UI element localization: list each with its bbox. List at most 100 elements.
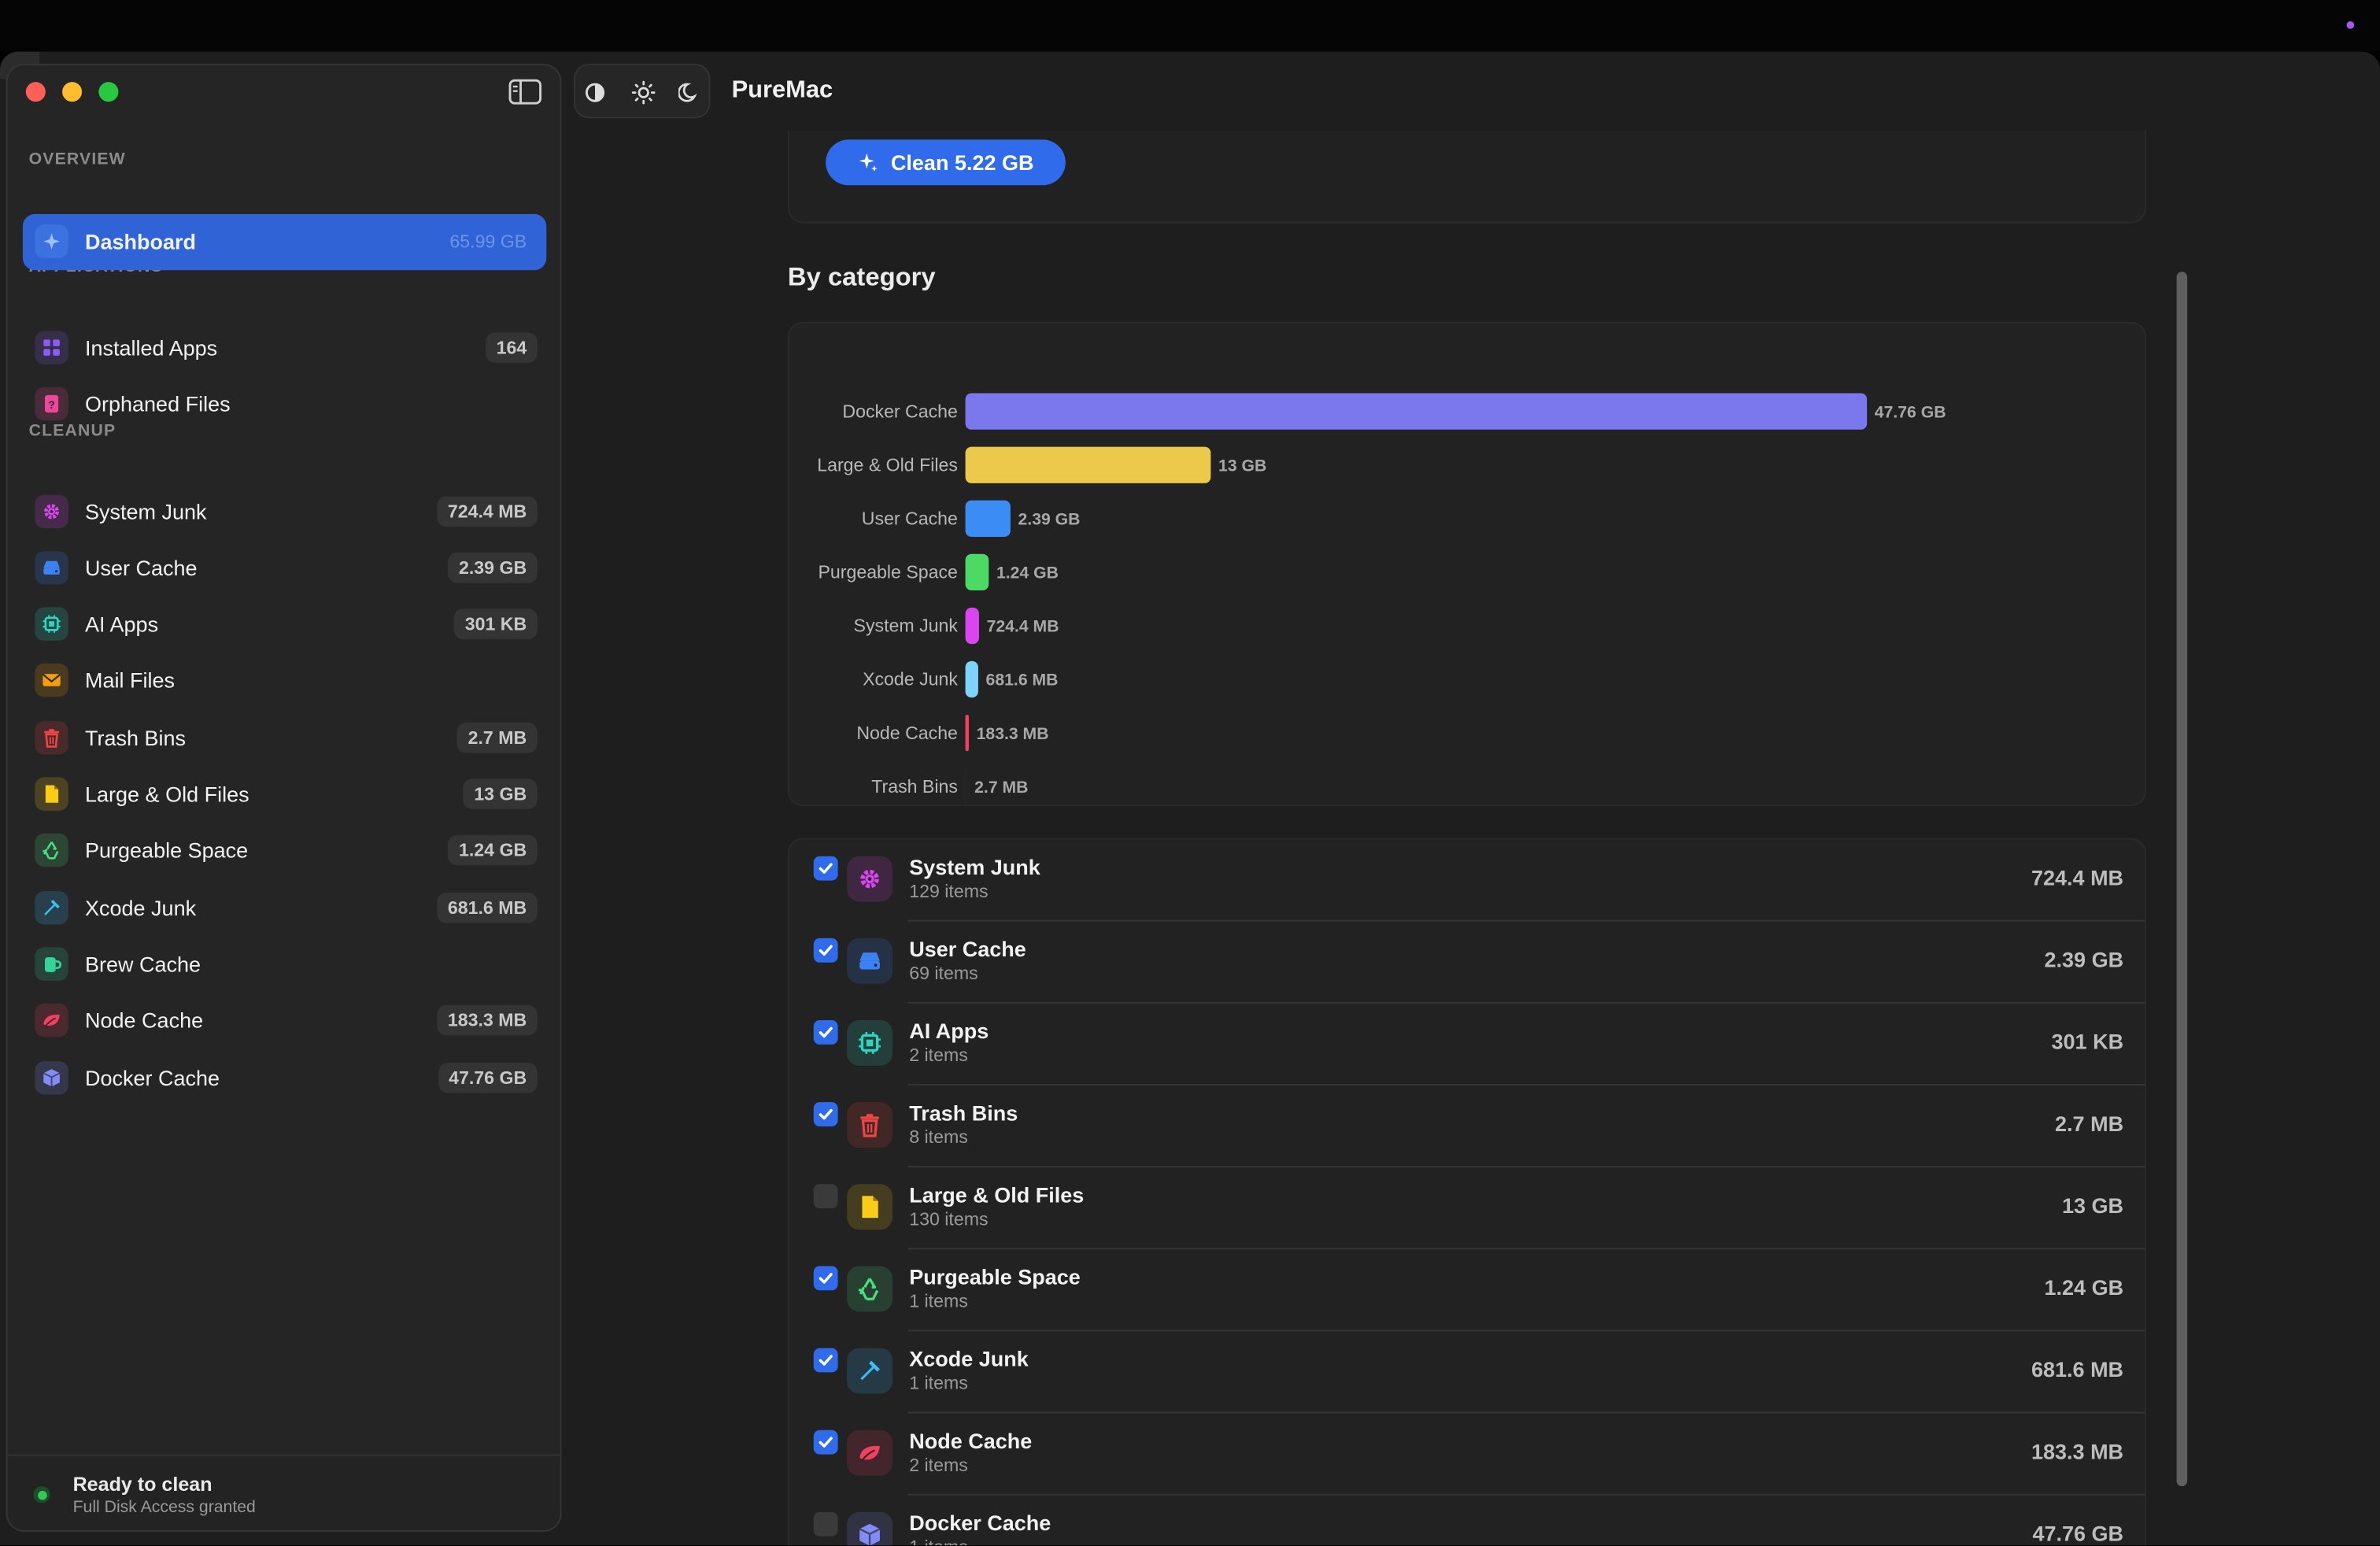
sidebar-item-purgeable-space[interactable]: Purgeable Space 1.24 GB bbox=[23, 823, 546, 878]
category-name: Node Cache bbox=[909, 1428, 1033, 1453]
sidebar-item-badge: 183.3 MB bbox=[437, 1004, 538, 1036]
sidebar-item-label: Orphaned Files bbox=[84, 391, 231, 416]
category-name: System Junk bbox=[909, 854, 1040, 879]
close-window-button[interactable] bbox=[25, 82, 46, 102]
minimize-window-button[interactable] bbox=[62, 82, 83, 102]
category-name: Trash Bins bbox=[909, 1100, 1018, 1126]
category-checkbox[interactable] bbox=[813, 1429, 838, 1455]
sidebar: OVERVIEW APPLICATIONS CLEANUP Dashboard6… bbox=[6, 63, 562, 1532]
sidebar-item-docker-cache[interactable]: Docker Cache 47.76 GB bbox=[23, 1051, 546, 1107]
sidebar-item-label: User Cache bbox=[84, 555, 198, 580]
sidebar-item-large-and-old-files[interactable]: Large & Old Files 13 GB bbox=[23, 767, 546, 823]
chart-bar bbox=[965, 393, 1868, 430]
sidebar-item-system-junk[interactable]: System Junk 724.4 MB bbox=[23, 484, 546, 540]
trash-icon bbox=[847, 1102, 893, 1148]
sidebar-item-badge: 301 KB bbox=[454, 608, 538, 639]
category-size: 2.7 MB bbox=[2055, 1111, 2124, 1136]
sidebar-item-installed-apps[interactable]: Installed Apps 164 bbox=[23, 320, 546, 376]
chart-value-label: 681.6 MB bbox=[986, 671, 1059, 690]
ready-status-icon bbox=[33, 1486, 50, 1503]
contrast-icon[interactable] bbox=[582, 79, 609, 106]
envelope-icon bbox=[35, 663, 68, 697]
drive-icon bbox=[847, 938, 893, 984]
chart-bar bbox=[965, 660, 978, 698]
category-name: Docker Cache bbox=[909, 1510, 1051, 1535]
category-item-count: 129 items bbox=[909, 880, 989, 902]
category-checkbox[interactable] bbox=[813, 1102, 838, 1126]
footer-status-subtitle: Full Disk Access granted bbox=[72, 1498, 256, 1517]
recycle-icon bbox=[35, 833, 68, 867]
category-checkbox[interactable] bbox=[813, 856, 838, 881]
category-row[interactable]: Docker Cache 1 items 47.76 GB bbox=[789, 1496, 2145, 1546]
section-title-overview: OVERVIEW bbox=[28, 150, 126, 169]
chart-value-label: 47.76 GB bbox=[1875, 403, 1946, 421]
recycle-icon bbox=[847, 1266, 893, 1312]
chip-icon bbox=[35, 607, 68, 641]
drive-icon bbox=[35, 551, 68, 585]
category-checkbox[interactable] bbox=[813, 1348, 838, 1373]
category-row[interactable]: Xcode Junk 1 items 681.6 MB bbox=[789, 1331, 2145, 1414]
chart-category-label: Purgeable Space bbox=[818, 562, 957, 583]
hammer-icon bbox=[35, 891, 68, 925]
sidebar-item-label: Mail Files bbox=[84, 668, 176, 693]
category-row[interactable]: Purgeable Space 1 items 1.24 GB bbox=[789, 1249, 2145, 1332]
chart-value-label: 13 GB bbox=[1218, 457, 1266, 475]
footer-status-title: Ready to clean bbox=[72, 1472, 213, 1496]
sidebar-item-orphaned-files[interactable]: ? Orphaned Files bbox=[23, 376, 546, 432]
sidebar-item-user-cache[interactable]: User Cache 2.39 GB bbox=[23, 541, 546, 597]
chart-category-label: Xcode Junk bbox=[863, 669, 958, 690]
category-item-count: 1 items bbox=[909, 1290, 968, 1312]
scrollbar[interactable] bbox=[2176, 272, 2188, 1487]
sidebar-item-xcode-junk[interactable]: Xcode Junk 681.6 MB bbox=[23, 881, 546, 937]
sparkle-icon bbox=[859, 153, 878, 172]
category-row[interactable]: AI Apps 2 items 301 KB bbox=[789, 1004, 2145, 1086]
document-icon bbox=[847, 1184, 893, 1230]
sidebar-item-label: Purgeable Space bbox=[84, 838, 249, 863]
row-divider bbox=[907, 1493, 2145, 1496]
category-name: Purgeable Space bbox=[909, 1264, 1081, 1289]
sidebar-item-dashboard[interactable]: Dashboard 65.99 GB bbox=[22, 213, 547, 271]
category-chart-card: Docker Cache 47.76 GB Large & Old Files 13 … bbox=[787, 321, 2146, 807]
sidebar-toggle-icon[interactable] bbox=[508, 79, 542, 105]
category-size: 13 GB bbox=[2062, 1193, 2124, 1218]
category-row[interactable]: User Cache 69 items 2.39 GB bbox=[789, 922, 2145, 1004]
category-checkbox[interactable] bbox=[813, 1266, 838, 1291]
sidebar-item-badge: 13 GB bbox=[463, 779, 538, 809]
hammer-icon bbox=[847, 1348, 893, 1394]
sidebar-item-brew-cache[interactable]: Brew Cache bbox=[23, 937, 546, 993]
category-row[interactable]: Large & Old Files 130 items 13 GB bbox=[789, 1167, 2145, 1250]
chart-category-label: System Junk bbox=[854, 616, 959, 636]
category-checkbox[interactable] bbox=[813, 1511, 838, 1537]
sparkle-icon bbox=[35, 224, 68, 258]
category-size: 47.76 GB bbox=[2032, 1521, 2124, 1546]
row-divider bbox=[907, 1411, 2145, 1414]
sidebar-item-badge: 1.24 GB bbox=[448, 834, 538, 866]
clean-button[interactable]: Clean 5.22 GB bbox=[826, 139, 1066, 186]
category-row[interactable]: Trash Bins 8 items 2.7 MB bbox=[789, 1086, 2145, 1168]
category-item-count: 130 items bbox=[909, 1208, 989, 1230]
category-bar-chart: Docker Cache 47.76 GB Large & Old Files 13 … bbox=[817, 393, 1946, 805]
sidebar-item-ai-apps[interactable]: AI Apps 301 KB bbox=[23, 597, 546, 653]
category-checkbox[interactable] bbox=[813, 1019, 838, 1045]
sidebar-item-badge: 2.39 GB bbox=[448, 552, 538, 583]
sidebar-item-mail-files[interactable]: Mail Files bbox=[23, 653, 546, 708]
zoom-window-button[interactable] bbox=[98, 82, 119, 102]
sidebar-item-trash-bins[interactable]: Trash Bins 2.7 MB bbox=[23, 711, 546, 767]
sidebar-item-badge: 2.7 MB bbox=[457, 722, 538, 753]
moon-icon[interactable] bbox=[675, 79, 703, 106]
category-size: 2.39 GB bbox=[2044, 947, 2124, 972]
category-size: 681.6 MB bbox=[2031, 1357, 2124, 1381]
sidebar-item-node-cache[interactable]: Node Cache 183.3 MB bbox=[23, 993, 546, 1049]
theme-switcher bbox=[573, 63, 711, 119]
svg-text:?: ? bbox=[48, 399, 54, 411]
row-divider bbox=[907, 1330, 2145, 1332]
category-row[interactable]: Node Cache 2 items 183.3 MB bbox=[789, 1413, 2145, 1496]
sun-icon[interactable] bbox=[630, 79, 657, 106]
row-divider bbox=[907, 1166, 2145, 1168]
category-checkbox[interactable] bbox=[813, 938, 838, 963]
category-checkbox[interactable] bbox=[813, 1184, 838, 1209]
sidebar-item-badge: 724.4 MB bbox=[437, 496, 538, 527]
category-row[interactable]: System Junk 129 items 724.4 MB bbox=[789, 839, 2145, 922]
chart-bar bbox=[965, 446, 1211, 483]
sidebar-item-label: Brew Cache bbox=[84, 952, 201, 977]
